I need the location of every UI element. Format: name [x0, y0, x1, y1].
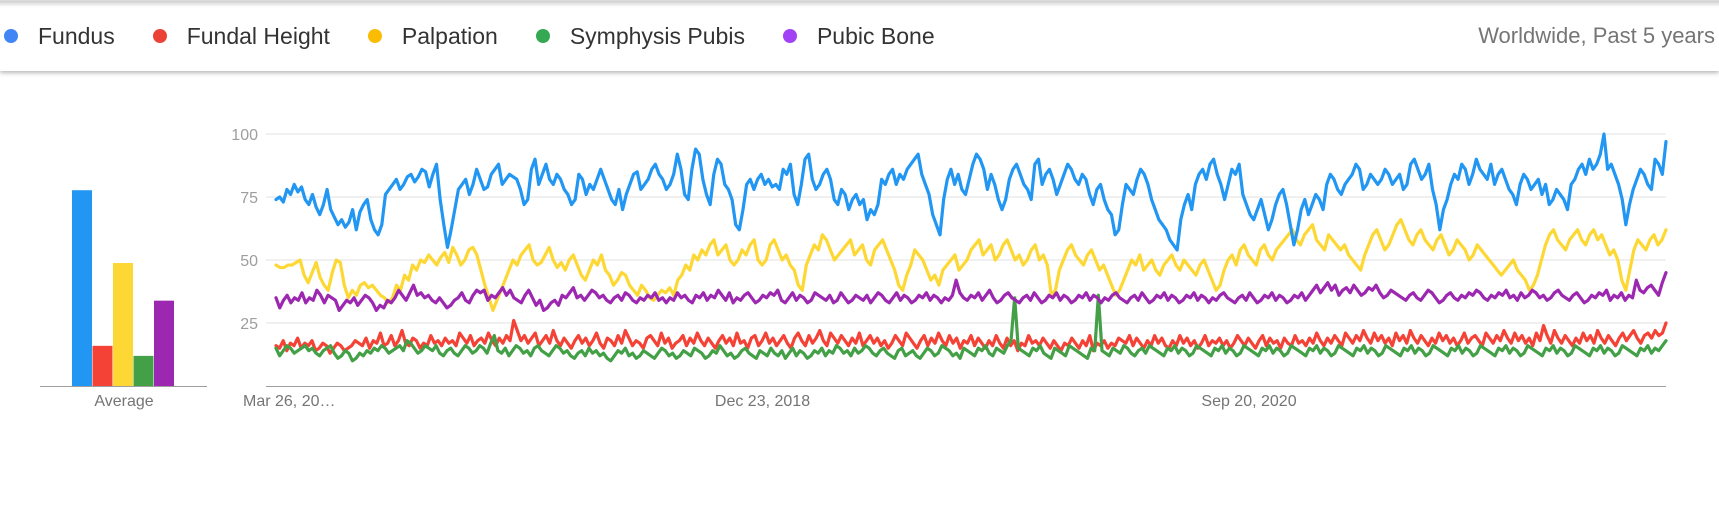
legend-label: Pubic Bone	[816, 22, 935, 49]
legend-dot	[367, 29, 382, 43]
legend: Fundus Fundal Height Palpation Symphysis…	[0, 1, 973, 71]
legend-item-symphysis-pubis[interactable]: Symphysis Pubis	[535, 22, 745, 50]
legend-item-fundus[interactable]: Fundus	[4, 23, 115, 50]
legend-label: Symphysis Pubis	[569, 22, 745, 49]
legend-dot	[535, 29, 550, 43]
y-tick-label: 50	[240, 253, 258, 270]
x-tick-label: Sep 20, 2020	[1201, 393, 1296, 410]
legend-dot	[782, 29, 797, 43]
chart-card: Average 25 50 75 100 Mar 26, 20… Dec 23, 2018 S…	[0, 70, 1719, 512]
y-tick-label: 75	[240, 190, 258, 207]
average-bar	[113, 263, 133, 386]
region-time-filter[interactable]: Worldwide, Past 5 years	[1478, 23, 1715, 48]
series-line-fundus	[274, 132, 1668, 252]
average-label: Average	[94, 393, 153, 410]
series-line-symphysis-pubis	[274, 293, 1668, 363]
legend-dot	[4, 29, 18, 43]
x-tick-label: Mar 26, 20…	[243, 393, 335, 410]
average-bar	[154, 300, 174, 386]
interest-over-time-chart: Average 25 50 75 100 Mar 26, 20… Dec 23, 2018 S…	[40, 127, 1668, 410]
legend-item-fundal-height[interactable]: Fundal Height	[152, 22, 330, 50]
legend-label: Fundus	[38, 22, 115, 49]
series-line-fundal-height	[274, 318, 1668, 355]
y-tick-label: 25	[240, 316, 258, 333]
series-line-pubic-bone	[274, 271, 1668, 312]
legend-label: Fundal Height	[186, 22, 330, 49]
average-bar	[133, 355, 154, 386]
average-bar	[72, 190, 92, 386]
top-bar: Fundus Fundal Height Palpation Symphysis…	[0, 0, 1719, 71]
x-tick-label: Dec 23, 2018	[715, 393, 810, 410]
legend-item-palpation[interactable]: Palpation	[367, 22, 498, 50]
legend-item-pubic-bone[interactable]: Pubic Bone	[782, 22, 935, 50]
legend-label: Palpation	[401, 22, 498, 49]
series-line-palpation	[274, 218, 1668, 312]
y-tick-label: 100	[231, 127, 258, 144]
average-bar	[92, 345, 113, 386]
legend-dot	[152, 29, 167, 43]
